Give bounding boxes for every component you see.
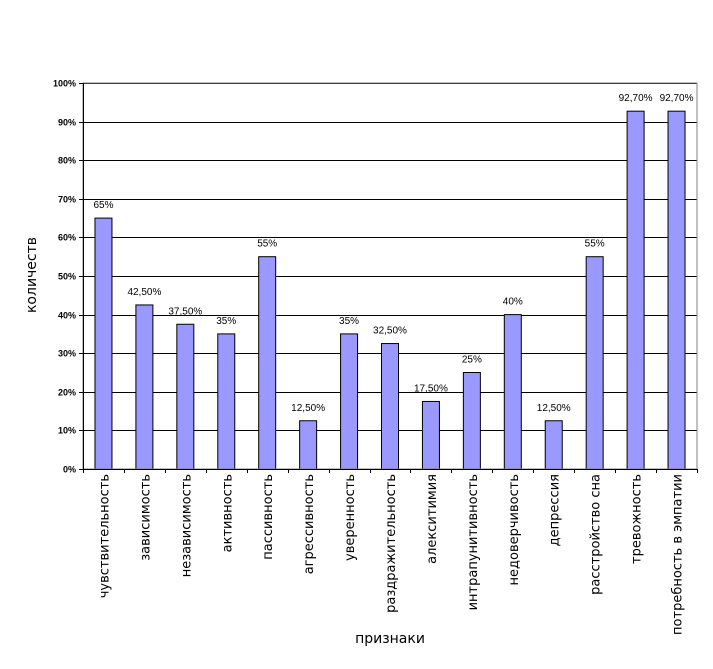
bar — [381, 343, 399, 470]
category-label: уверенность — [343, 474, 358, 561]
data-labels: 65% 42,50% 37,50% 35% 55% 12,50% 35% 32,50% 17,5… — [93, 93, 693, 414]
bar — [258, 256, 277, 470]
y-tick-label: 10% — [58, 426, 76, 436]
bar — [626, 110, 645, 470]
bar — [462, 372, 481, 470]
data-label: 40% — [503, 297, 523, 308]
category-label: депрессия — [548, 474, 563, 546]
data-label: 12,50% — [291, 403, 325, 414]
category-label: интрапунитивность — [466, 474, 481, 610]
category-label: тревожность — [630, 474, 645, 564]
category-label: зависимость — [138, 474, 153, 561]
y-tick-label: 80% — [58, 156, 76, 166]
category-label: потребность в эмпатии — [671, 474, 686, 635]
data-label: 35% — [216, 316, 236, 327]
bar — [503, 314, 522, 470]
bar — [585, 256, 604, 470]
axes — [79, 82, 698, 473]
data-label: 55% — [257, 239, 277, 250]
category-label: расстройство сна — [589, 474, 604, 595]
data-label: 42,50% — [127, 287, 161, 298]
y-tick-labels: 0% 10% 20% 30% 40% 50% 60% 70% 80% 90% 100% — [53, 79, 76, 475]
y-tick-label: 0% — [63, 465, 76, 475]
data-label: 55% — [585, 239, 605, 250]
y-tick-label: 40% — [58, 311, 76, 321]
category-label: агрессивность — [302, 474, 317, 574]
category-label: чувствительность — [97, 474, 112, 598]
bar — [667, 110, 686, 470]
data-label: 37,50% — [168, 306, 202, 317]
category-label: пассивность — [261, 474, 276, 560]
bar — [544, 420, 563, 470]
bars — [94, 110, 686, 470]
data-label: 12,50% — [537, 403, 571, 414]
bar — [299, 420, 318, 470]
data-label: 92,70% — [619, 93, 653, 104]
y-tick-label: 100% — [53, 79, 76, 89]
bar — [340, 333, 359, 470]
data-label: 65% — [93, 200, 113, 211]
data-label: 35% — [339, 316, 359, 327]
data-label: 92,70% — [660, 93, 694, 104]
y-tick-label: 30% — [58, 349, 76, 359]
y-tick-label: 20% — [58, 388, 76, 398]
category-labels: чувствительность зависимость независимость… — [97, 474, 685, 635]
bar — [421, 400, 440, 470]
category-label: активность — [220, 474, 235, 552]
bar — [217, 333, 236, 470]
category-label: алекситимия — [425, 474, 440, 564]
y-tick-label: 50% — [58, 272, 76, 282]
y-axis-title: количеств — [24, 237, 40, 313]
data-label: 32,50% — [373, 326, 407, 337]
y-tick-label: 90% — [58, 118, 76, 128]
x-axis-title: признаки — [355, 631, 425, 647]
category-label: недоверчивость — [507, 474, 522, 585]
bar — [94, 217, 113, 470]
y-tick-label: 70% — [58, 195, 76, 205]
bar — [176, 323, 195, 470]
y-tick-label: 60% — [58, 233, 76, 243]
data-label: 17,50% — [414, 383, 448, 394]
bar — [135, 304, 154, 470]
data-label: 25% — [462, 355, 482, 366]
category-label: независимость — [179, 474, 194, 577]
category-label: раздражительность — [384, 474, 399, 613]
